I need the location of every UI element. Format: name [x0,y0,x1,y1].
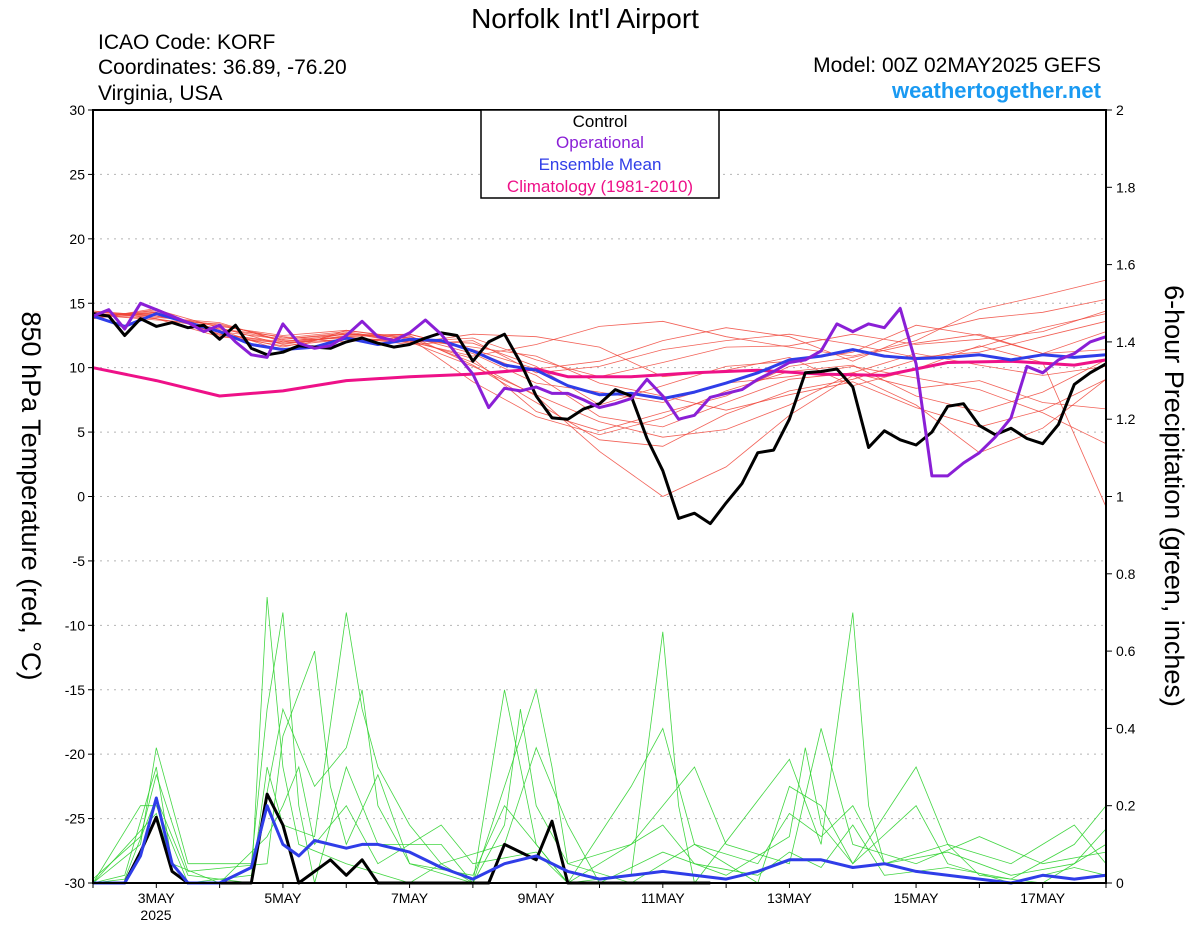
precip-member-line [92,650,1107,884]
x-tick-label: 11MAY [641,890,685,906]
temperature-member-line [92,307,1107,432]
right-tick-label: 1.8 [1116,179,1136,195]
left-tick-label: -25 [65,811,85,827]
x-axis-year: 2025 [140,907,171,923]
temperature-series-climatology-1981-2010 [92,358,1107,398]
precip-series-ensemble-mean [93,796,1107,885]
temperature-series-control [92,312,1107,526]
temperature-member-line [92,299,1107,370]
left-tick-label: 25 [69,166,85,182]
temperature-member-line [92,279,1107,357]
x-tick-label: 7MAY [391,890,429,906]
x-tick-label: 3MAY [138,890,176,906]
left-tick-label: 5 [77,424,85,440]
left-tick-label: -20 [65,746,85,762]
site-link[interactable]: weathertogether.net [891,78,1102,103]
temperature-member-line [92,311,1107,445]
precip-ensemble-members [92,596,1107,884]
left-tick-label: -15 [65,682,85,698]
temperature-series-operational [92,301,1107,478]
left-tick-label: 0 [77,489,85,505]
temperature-member-line [92,309,1107,428]
x-tick-label: 15MAY [894,890,940,906]
left-tick-label: -10 [65,617,85,633]
right-tick-label: 1 [1116,489,1124,505]
right-tick-label: 1.6 [1116,257,1136,273]
left-tick-label: -30 [65,875,85,891]
temperature-member-line [92,310,1107,428]
temperature-member-line [92,313,1107,436]
model-run: Model: 00Z 02MAY2025 GEFS [813,54,1101,77]
legend-operational: Operational [556,133,644,152]
right-tick-label: 0 [1116,875,1124,891]
left-tick-label: 20 [69,231,85,247]
grid-lines [93,173,1106,820]
x-tick-label: 5MAY [264,890,302,906]
precip-member-line [92,765,1107,884]
precip-member-line [92,596,1107,884]
chart-title: Norfolk Int'l Airport [471,3,699,34]
right-tick-label: 2 [1116,102,1124,118]
right-axis-ticks: 2 1.8 1.6 1.4 1.2 1 0.8 0.6 0.4 0.2 0 [1106,102,1136,891]
left-tick-label: -5 [73,553,86,569]
x-tick-label: 17MAY [1020,890,1066,906]
right-tick-label: 0.6 [1116,643,1136,659]
left-tick-label: 30 [69,102,85,118]
precip-main-series [93,792,1107,885]
temperature-main-series [92,301,1107,526]
precip-member-line [92,612,1107,884]
legend-climatology: Climatology (1981-2010) [507,177,693,196]
legend-ensemble-mean: Ensemble Mean [539,155,662,174]
legend-control: Control [573,112,628,131]
right-tick-label: 1.2 [1116,411,1136,427]
icao-code: ICAO Code: KORF [98,31,275,54]
legend-box [480,109,720,199]
right-tick-label: 0.8 [1116,566,1136,582]
right-tick-label: 1.4 [1116,334,1136,350]
left-axis-ticks: 30 25 20 15 10 5 0 -5 -10 -15 -20 -25 -30 [65,102,93,891]
right-axis-label: 6-hour Precipitation (green, inches) [1159,285,1189,707]
x-tick-label: 13MAY [767,890,813,906]
x-tick-label: 9MAY [518,890,556,906]
left-axis-label: 850 hPa Temperature (red, °C) [16,312,46,681]
right-tick-label: 0.4 [1116,720,1136,736]
temperature-member-line [92,310,1107,378]
temperature-member-line [92,314,1107,406]
legend: Control Operational Ensemble Mean Climat… [480,109,720,199]
precip-member-line [92,612,1107,884]
left-tick-label: 10 [69,360,85,376]
coordinates: Coordinates: 36.89, -76.20 [98,56,347,79]
right-tick-label: 0.2 [1116,798,1136,814]
x-axis-ticks: 3MAY 5MAY 7MAY 9MAY 11MAY 13MAY 15MAY 17MAY [92,883,1107,906]
left-tick-label: 15 [69,295,85,311]
temperature-series-ensemble-mean [92,312,1107,401]
region: Virginia, USA [98,82,223,105]
